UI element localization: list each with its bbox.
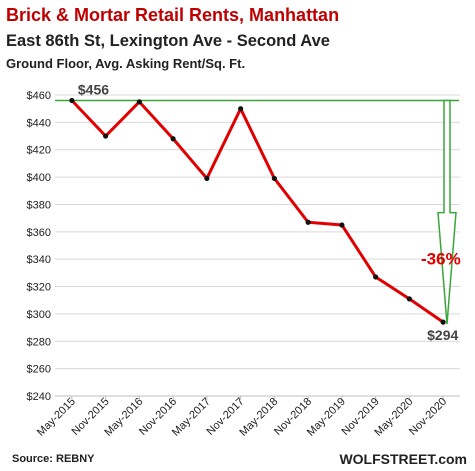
percent-change-label: -36%	[421, 250, 461, 269]
data-point	[136, 99, 142, 105]
y-tick-label: $280	[27, 336, 51, 348]
data-point	[406, 296, 412, 302]
end-value-label: $294	[427, 327, 458, 343]
data-point	[271, 175, 277, 182]
y-tick-label: $340	[27, 254, 51, 266]
x-tick-label: Nov-2020	[407, 396, 449, 438]
y-tick-label: $460	[27, 90, 51, 102]
chart-subtitle: East 86th St, Lexington Ave - Second Ave	[6, 32, 330, 50]
data-point	[69, 97, 75, 104]
y-tick-label: $240	[27, 391, 51, 403]
y-tick-label: $420	[27, 145, 51, 157]
data-point	[440, 319, 446, 325]
data-point	[238, 106, 244, 112]
data-point	[103, 133, 109, 139]
data-point	[339, 222, 345, 228]
y-tick-label: $440	[27, 117, 51, 129]
data-point	[305, 219, 311, 225]
brand-watermark: WOLFSTREET.com	[339, 451, 467, 467]
y-tick-label: $320	[27, 282, 51, 294]
y-tick-label: $380	[27, 199, 51, 211]
data-point	[373, 274, 379, 280]
chart-units-label: Ground Floor, Avg. Asking Rent/Sq. Ft.	[6, 56, 246, 71]
data-point	[204, 175, 210, 182]
y-tick-label: $260	[27, 364, 51, 376]
chart-title: Brick & Mortar Retail Rents, Manhattan	[6, 5, 340, 25]
start-value-label: $456	[78, 81, 109, 97]
decline-arrow	[437, 99, 457, 325]
y-tick-label: $400	[27, 172, 51, 184]
y-tick-label: $360	[27, 227, 51, 239]
series-line	[70, 99, 444, 324]
y-tick-label: $300	[27, 309, 51, 321]
data-point	[170, 136, 176, 142]
source-note: Source: REBNY	[12, 453, 95, 465]
